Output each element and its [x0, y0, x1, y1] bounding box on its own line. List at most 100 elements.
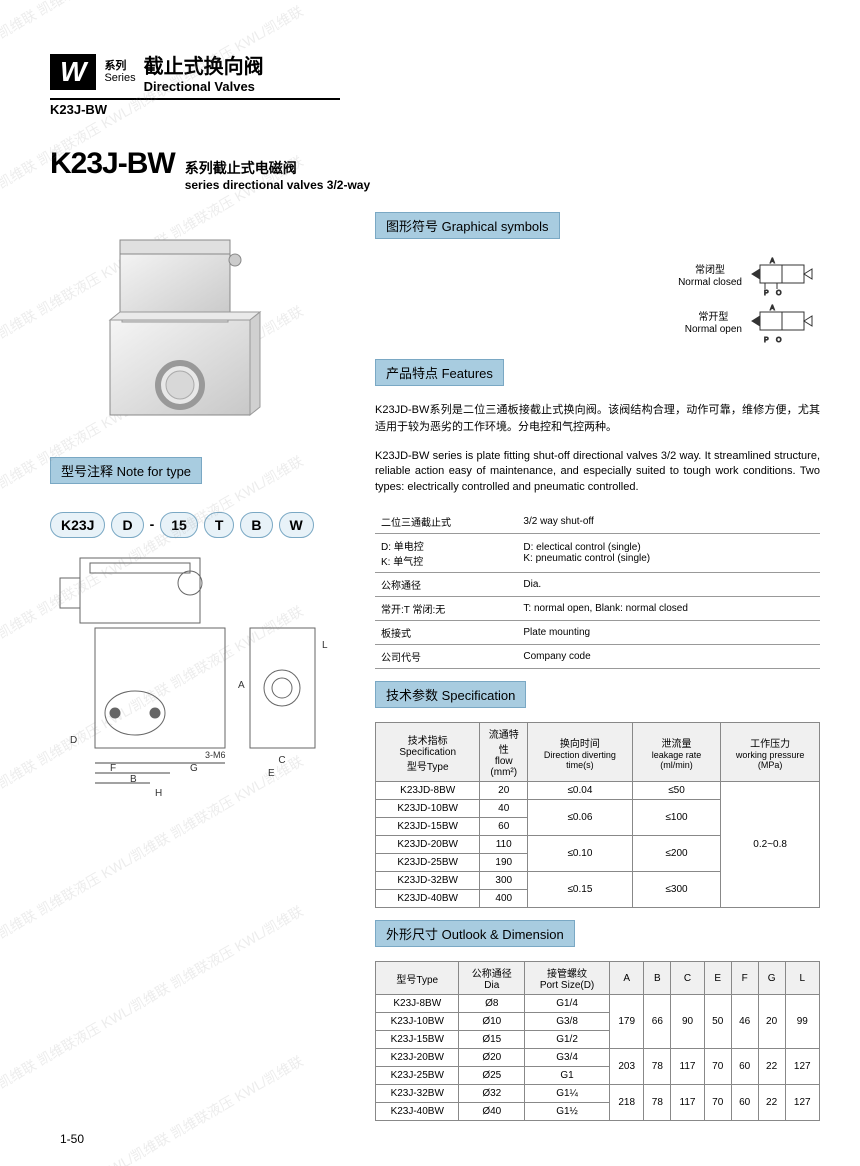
cell: K23JD-20BW — [376, 836, 480, 854]
graphical-symbols-2: 常开型 Normal open A PO — [375, 304, 820, 344]
cell: 66 — [644, 995, 671, 1049]
col: C — [671, 962, 704, 995]
type-box: W — [279, 512, 314, 538]
series-cn: 系列 — [104, 60, 135, 72]
cell: K23JD-8BW — [376, 782, 480, 800]
symbol-normal-closed: 常闭型 Normal closed A PO — [678, 257, 820, 297]
header-title-cn: 截止式换向阀 — [144, 50, 264, 79]
drawing-svg: H B F G C E A D L 3-M6 — [50, 548, 330, 828]
col: E — [704, 962, 731, 995]
graphical-symbols: 常闭型 Normal closed A PO — [375, 257, 820, 297]
page-number: 1-50 — [60, 1132, 84, 1146]
table-row: K23J-20BWØ20G3/420378117706022127 — [376, 1049, 820, 1067]
col: B — [644, 962, 671, 995]
table-row: 公称通径Dia. — [375, 573, 820, 597]
note-en: 3/2 way shut-off — [517, 510, 820, 534]
note-en: Plate mounting — [517, 621, 820, 645]
note-for-type-label: 型号注释 Note for type — [50, 457, 202, 484]
spec-head: 换向时间 — [532, 735, 628, 750]
svg-text:3-M6: 3-M6 — [205, 750, 226, 760]
svg-text:P: P — [764, 337, 769, 344]
table-header-row: 技术指标 Specification 型号Type 流通特性 flow (mm²… — [376, 723, 820, 782]
cell: 60 — [731, 1049, 758, 1085]
specification-table: 技术指标 Specification 型号Type 流通特性 flow (mm²… — [375, 722, 820, 908]
type-box: T — [204, 512, 235, 538]
spec-head: 型号Type — [380, 758, 475, 773]
svg-text:H: H — [155, 788, 162, 799]
table-row: K23J-32BWØ32G1¼21878117706022127 — [376, 1085, 820, 1103]
left-column: 型号注释 Note for type K23J D - 15 T B W — [50, 212, 350, 1121]
cell: 179 — [610, 995, 644, 1049]
type-box: K23J — [50, 512, 105, 538]
col-divert: 换向时间 Direction diverting time(s) — [528, 723, 633, 782]
cell: ≤0.04 — [528, 782, 633, 800]
col-type: 型号Type — [376, 962, 459, 995]
spec-head: 流通特性 — [484, 726, 523, 756]
cell: ≤300 — [632, 872, 721, 908]
note-en: T: normal open, Blank: normal closed — [517, 597, 820, 621]
cell: 46 — [731, 995, 758, 1049]
note-cn: 常开:T 常闭:无 — [375, 597, 517, 621]
cell: 90 — [671, 995, 704, 1049]
svg-text:A: A — [770, 305, 775, 312]
col-leak: 泄流量 leakage rate (ml/min) — [632, 723, 721, 782]
type-box: B — [240, 512, 272, 538]
type-box: - — [150, 512, 155, 538]
specification-label: 技术参数 Specification — [375, 681, 526, 708]
svg-text:P: P — [764, 290, 769, 297]
spec-head: leakage rate (ml/min) — [637, 750, 717, 770]
svg-text:B: B — [130, 774, 137, 785]
svg-text:A: A — [238, 680, 245, 691]
table-row: D: 单电控 K: 单气控D: electical control (singl… — [375, 534, 820, 573]
svg-text:O: O — [776, 337, 782, 344]
header-title-en: Directional Valves — [144, 79, 264, 94]
cell: 127 — [785, 1049, 819, 1085]
type-code-row: K23J D - 15 T B W — [50, 512, 350, 538]
spec-head: (mm²) — [484, 767, 523, 778]
cell: 127 — [785, 1085, 819, 1121]
spec-head: 泄流量 — [637, 735, 717, 750]
note-en: Company code — [517, 645, 820, 669]
cell: 60 — [480, 818, 528, 836]
h: 接管螺纹 — [529, 965, 605, 980]
note-cn: 板接式 — [375, 621, 517, 645]
cell: Ø25 — [459, 1067, 525, 1085]
col-flow: 流通特性 flow (mm²) — [480, 723, 528, 782]
cell: G1 — [525, 1067, 610, 1085]
symbol-closed-icon: A PO — [750, 257, 820, 297]
col-press: 工作压力 working pressure (MPa) — [721, 723, 820, 782]
table-row: 公司代号Company code — [375, 645, 820, 669]
symbol-closed-cn: 常闭型 — [678, 265, 742, 277]
series-badge: W — [50, 54, 96, 90]
cell: 300 — [480, 872, 528, 890]
cell: G1¼ — [525, 1085, 610, 1103]
table-row: K23J-8BWØ8G1/4179669050462099 — [376, 995, 820, 1013]
cell: Ø40 — [459, 1103, 525, 1121]
cell: K23JD-15BW — [376, 818, 480, 836]
series-label: 系列 Series — [104, 60, 135, 84]
cell: ≤100 — [632, 800, 721, 836]
cell: 117 — [671, 1049, 704, 1085]
cell: 400 — [480, 890, 528, 908]
cell: Ø10 — [459, 1013, 525, 1031]
cell: 22 — [758, 1085, 785, 1121]
svg-text:F: F — [110, 763, 116, 774]
model-code: K23J-BW — [50, 98, 340, 117]
h: 公称通径 — [463, 965, 520, 980]
table-row: 二位三通截止式3/2 way shut-off — [375, 510, 820, 534]
type-box: D — [111, 512, 143, 538]
svg-text:G: G — [190, 763, 198, 774]
spec-head: 工作压力 — [725, 735, 815, 750]
cell: K23J-20BW — [376, 1049, 459, 1067]
cell: 70 — [704, 1049, 731, 1085]
cell: 0.2~0.8 — [721, 782, 820, 908]
cell: ≤50 — [632, 782, 721, 800]
header-title: 截止式换向阀 Directional Valves — [144, 50, 264, 94]
table-row: K23JD-8BW20≤0.04≤500.2~0.8 — [376, 782, 820, 800]
cell: K23JD-32BW — [376, 872, 480, 890]
cell: 110 — [480, 836, 528, 854]
cell: 40 — [480, 800, 528, 818]
cell: 218 — [610, 1085, 644, 1121]
cell: K23JD-10BW — [376, 800, 480, 818]
spec-head: Direction diverting time(s) — [532, 750, 628, 770]
